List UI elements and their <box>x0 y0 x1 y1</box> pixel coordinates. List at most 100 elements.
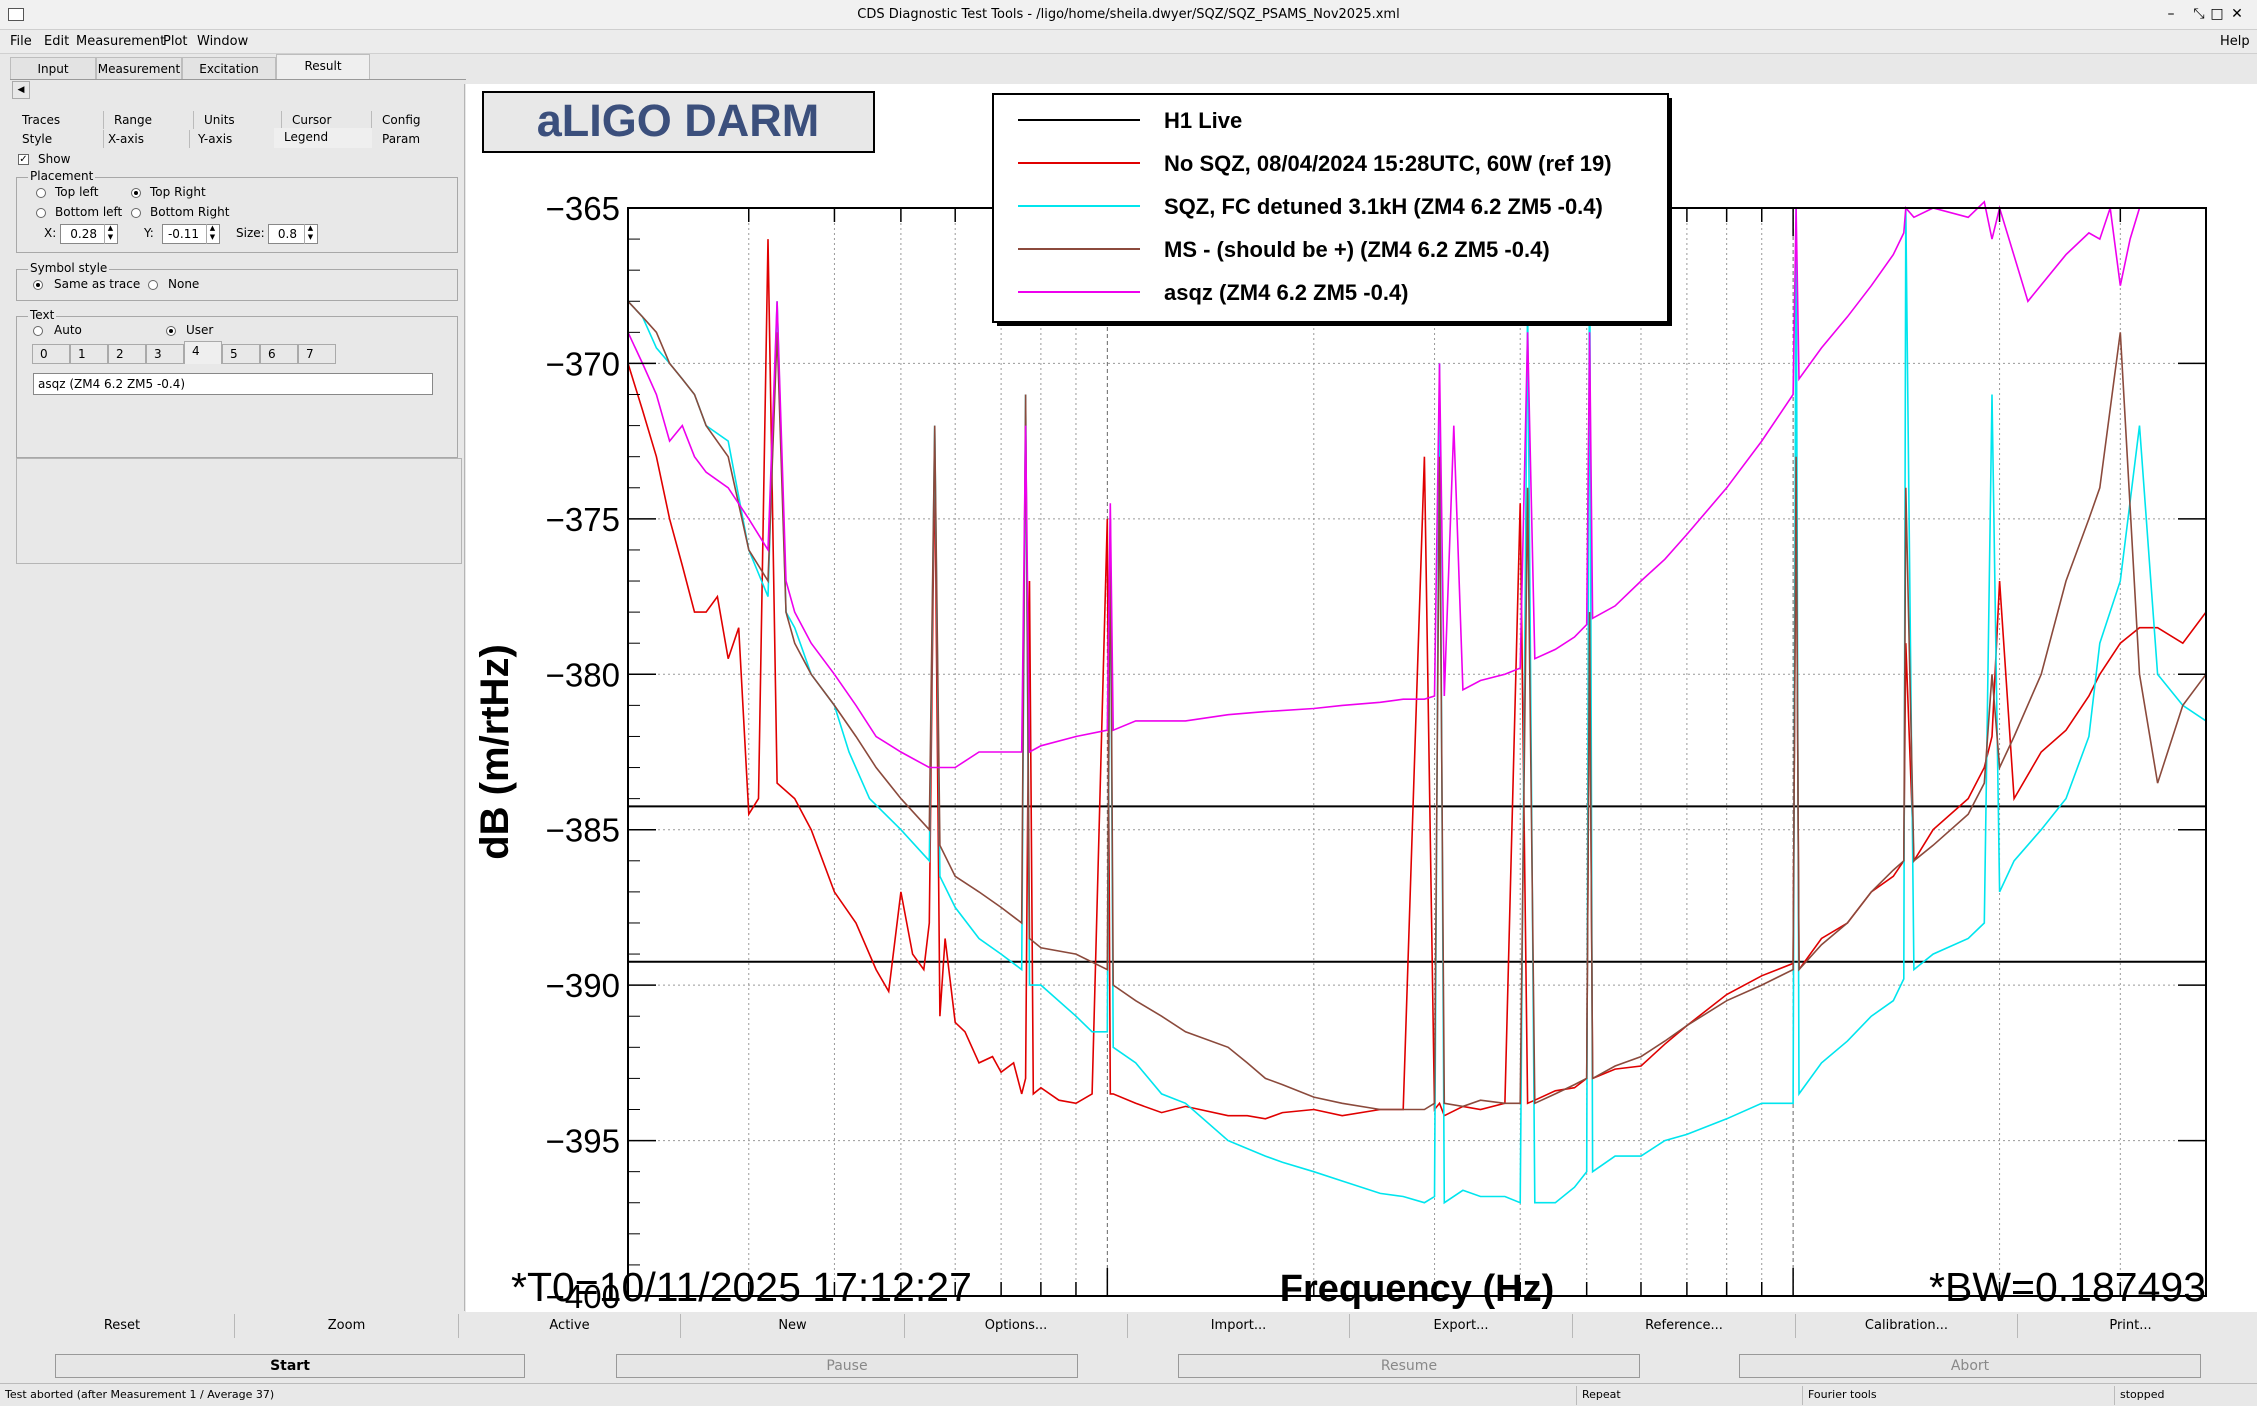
x-input[interactable]: 0.28 <box>60 224 118 244</box>
radio-top-left-label: Top left <box>55 185 99 199</box>
status-state: stopped <box>2114 1386 2257 1405</box>
tab-traces[interactable]: Traces <box>12 111 104 129</box>
reference-button[interactable]: Reference... <box>1573 1314 1796 1338</box>
size-spinner-icon[interactable]: ▲ ▼ <box>304 224 316 244</box>
plot-area[interactable]: −365 −370 −375 −380 −385 −390 −395 −400 10² 10³ a… <box>466 84 2257 1312</box>
radio-top-right[interactable] <box>131 188 141 198</box>
legend-text-input[interactable]: asqz (ZM4 6.2 ZM5 -0.4) <box>33 373 433 395</box>
y-input[interactable]: -0.11 <box>162 224 220 244</box>
abort-button[interactable]: Abort <box>1739 1354 2201 1378</box>
print-button[interactable]: Print... <box>2109 1318 2152 1333</box>
symbol-style-group <box>16 269 458 301</box>
menu-window[interactable]: Window <box>197 34 249 49</box>
series-line <box>627 207 2207 1205</box>
collapse-arrow-icon[interactable]: ◀ <box>12 81 30 99</box>
show-checkbox[interactable]: ✓ <box>18 154 29 165</box>
calibration-button[interactable]: Calibration... <box>1796 1314 2018 1338</box>
left-panel: Input Measurement Excitation Result ◀ Tr… <box>0 54 466 1311</box>
restore-button[interactable]: ⤡ <box>2193 6 2205 22</box>
legend-entry-label: SQZ, FC detuned 3.1kH (ZM4 6.2 ZM5 -0.4) <box>1164 194 1603 219</box>
tab-y-axis[interactable]: Y-axis <box>188 130 280 148</box>
active-button[interactable]: Active <box>459 1314 681 1338</box>
trace-tab-4[interactable]: 4 <box>184 341 222 364</box>
legend-entry-label: asqz (ZM4 6.2 ZM5 -0.4) <box>1164 280 1409 305</box>
radio-user[interactable] <box>166 326 176 336</box>
placement-group <box>16 177 458 253</box>
y-tick-label: −380 <box>546 656 620 693</box>
trace-tab-3[interactable]: 3 <box>146 344 184 364</box>
radio-same-as-trace[interactable] <box>33 280 43 290</box>
title-bar: CDS Diagnostic Test Tools - /ligo/home/s… <box>0 0 2257 30</box>
menu-file[interactable]: File <box>10 34 32 49</box>
x-label: X: <box>44 226 57 240</box>
placement-group-label: Placement <box>28 169 96 183</box>
y-tick-label: −400 <box>546 1278 620 1312</box>
tab-style[interactable]: Style <box>12 130 104 148</box>
tab-legend[interactable]: Legend <box>274 128 372 148</box>
trace-tab-0[interactable]: 0 <box>32 344 70 364</box>
reset-button[interactable]: Reset <box>10 1314 235 1338</box>
trace-tab-5[interactable]: 5 <box>222 344 260 364</box>
tab-param[interactable]: Param <box>382 132 421 146</box>
trace-tab-6[interactable]: 6 <box>260 344 298 364</box>
menu-measurement[interactable]: Measurement <box>76 34 166 49</box>
tab-units[interactable]: Units <box>194 111 282 129</box>
export-button[interactable]: Export... <box>1350 1314 1573 1338</box>
close-button[interactable]: ✕ <box>2231 6 2243 22</box>
plot-title: aLIGO DARM <box>537 95 820 146</box>
t0-label: *T0=10/11/2025 17:12:27 <box>511 1264 972 1310</box>
radio-bottom-left-label: Bottom left <box>55 205 123 219</box>
minimize-button[interactable]: – <box>2167 6 2175 22</box>
new-button[interactable]: New <box>681 1314 905 1338</box>
y-tick-label: −365 <box>546 190 620 227</box>
radio-auto-label: Auto <box>54 323 82 337</box>
radio-bottom-left[interactable] <box>36 208 46 218</box>
zoom-button[interactable]: Zoom <box>235 1314 459 1338</box>
tab-divider <box>10 79 466 80</box>
radio-bottom-right-label: Bottom Right <box>150 205 230 219</box>
tab-input[interactable]: Input <box>10 57 96 79</box>
pause-button[interactable]: Pause <box>616 1354 1078 1378</box>
trace-tab-7[interactable]: 7 <box>298 344 336 364</box>
resume-button[interactable]: Resume <box>1178 1354 1640 1378</box>
y-spinner-icon[interactable]: ▲ ▼ <box>206 224 218 244</box>
text-group <box>16 316 458 458</box>
radio-bottom-right[interactable] <box>131 208 141 218</box>
symbol-style-label: Symbol style <box>28 261 110 275</box>
trace-tab-2[interactable]: 2 <box>108 344 146 364</box>
maximize-button[interactable]: □ <box>2210 6 2224 22</box>
menu-help[interactable]: Help <box>2220 34 2250 49</box>
status-tool: Fourier tools <box>1802 1386 2114 1405</box>
tab-range[interactable]: Range <box>104 111 194 129</box>
tab-cursor[interactable]: Cursor <box>282 111 372 129</box>
tab-result[interactable]: Result <box>276 54 370 79</box>
legend-entry-label: No SQZ, 08/04/2024 15:28UTC, 60W (ref 19… <box>1164 151 1612 176</box>
status-mode: Repeat <box>1576 1386 1802 1405</box>
menu-edit[interactable]: Edit <box>44 34 70 49</box>
tab-excitation[interactable]: Excitation <box>182 57 276 79</box>
tab-measurement[interactable]: Measurement <box>96 57 182 79</box>
tab-config[interactable]: Config <box>382 113 421 127</box>
tab-x-axis[interactable]: X-axis <box>98 130 190 148</box>
menu-plot[interactable]: Plot <box>163 34 188 49</box>
plot-canvas[interactable]: −365 −370 −375 −380 −385 −390 −395 −400 10² 10³ a… <box>466 84 2257 1312</box>
panel-separator <box>464 84 465 1311</box>
import-button[interactable]: Import... <box>1128 1314 1350 1338</box>
series-line <box>627 239 2207 1120</box>
x-axis-label: Frequency (Hz) <box>1280 1268 1554 1310</box>
radio-top-left[interactable] <box>36 188 46 198</box>
legend[interactable]: H1 Live No SQZ, 08/04/2024 15:28UTC, 60W … <box>992 93 1672 326</box>
options-button[interactable]: Options... <box>905 1314 1128 1338</box>
radio-user-label: User <box>186 323 214 337</box>
window-title: CDS Diagnostic Test Tools - /ligo/home/s… <box>857 7 1400 22</box>
x-spinner-icon[interactable]: ▲ ▼ <box>104 224 116 244</box>
size-input[interactable]: 0.8 <box>268 224 318 244</box>
action-row: Reset Zoom Active New Options... Import.… <box>0 1312 2257 1340</box>
radio-auto[interactable] <box>33 326 43 336</box>
text-group-label: Text <box>28 308 57 322</box>
start-button[interactable]: Start <box>55 1354 525 1378</box>
trace-tab-1[interactable]: 1 <box>70 344 108 364</box>
radio-none[interactable] <box>148 280 158 290</box>
y-tick-label: −375 <box>546 501 620 538</box>
y-label: Y: <box>144 226 154 240</box>
